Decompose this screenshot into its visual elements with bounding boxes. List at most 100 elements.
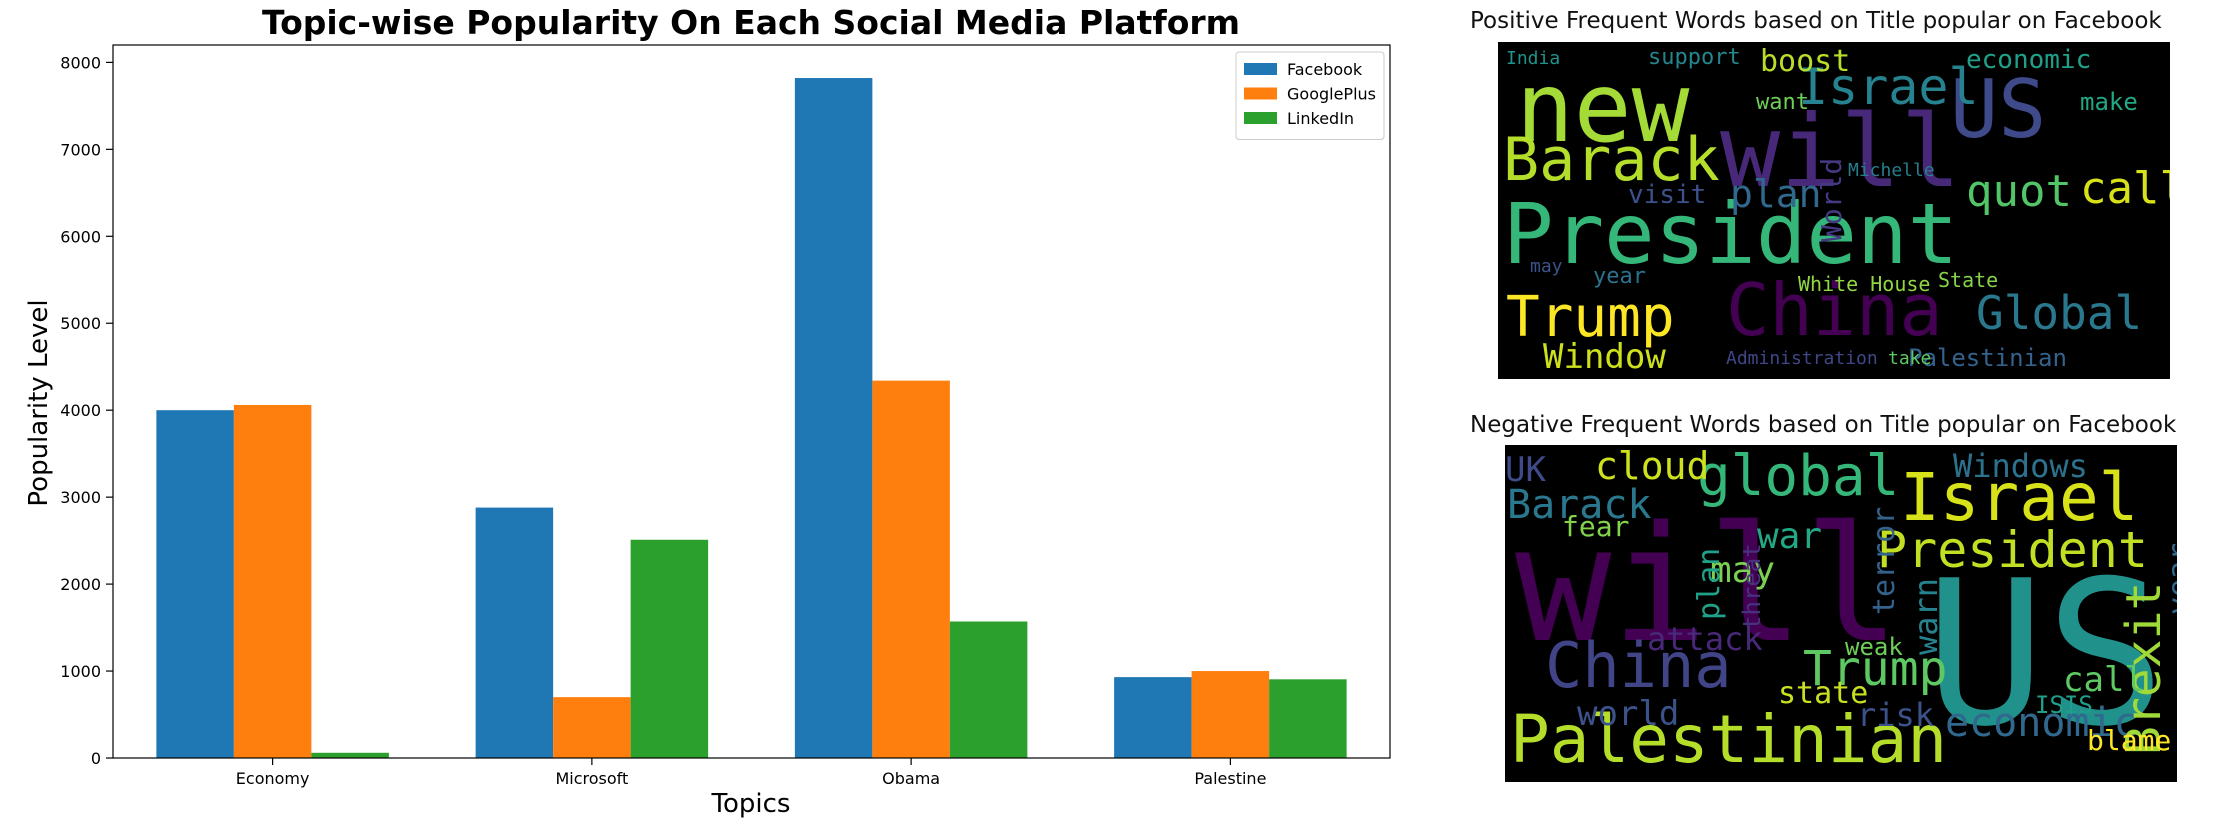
y-tick-label: 0 [91, 749, 101, 768]
x-tick-label: Obama [882, 769, 940, 788]
wordcloud-word: Israel [1798, 58, 1979, 116]
bar-googleplus-economy [233, 404, 312, 758]
y-tick-label: 6000 [60, 227, 101, 246]
bar-facebook-obama [794, 78, 873, 759]
legend-label-googleplus: GooglePlus [1287, 85, 1376, 104]
legend: Facebook GooglePlus LinkedIn [1235, 51, 1385, 140]
wordcloud-word: State [1938, 268, 1999, 292]
wordcloud-word: call [2080, 163, 2170, 214]
bar-facebook-palestine [1114, 677, 1192, 758]
wordcloud-word: Windows [1953, 447, 2088, 485]
wordcloud-word: warn [1907, 577, 1945, 655]
wordcloud-word: President [1877, 521, 2148, 579]
wordcloud-word: state [1778, 676, 1869, 711]
wordcloud-word: Administration [1726, 348, 1878, 369]
negative-wordcloud: will US Palestinian Israel President China Tru… [1505, 445, 2177, 782]
wordcloud-word: year [2162, 542, 2177, 615]
wordcloud-word: want [1756, 90, 1809, 115]
plot-frame [112, 44, 1391, 759]
wordcloud-word: Trump [1803, 641, 1948, 697]
bar-linkedin-obama [949, 621, 1028, 758]
legend-label-facebook: Facebook [1287, 60, 1363, 79]
wordcloud-word: risk [1857, 696, 1935, 734]
bar-linkedin-palestine [1269, 679, 1347, 758]
wordcloud-word: make [2080, 88, 2138, 116]
wordcloud-word: call [2063, 660, 2145, 700]
wordcloud-word: Israel [1900, 459, 2139, 536]
y-ticks: 0 1000 2000 3000 4000 5000 6000 7000 8000 [60, 53, 113, 768]
y-tick-label: 2000 [60, 575, 101, 594]
wordcloud-word: take [1888, 348, 1932, 369]
wordcloud-word: may [1710, 550, 1776, 591]
bars-group [156, 78, 1347, 759]
negative-wordcloud-title: Negative Frequent Words based on Title p… [1470, 412, 2177, 438]
x-tick-label: Microsoft [555, 769, 628, 788]
bar-linkedin-economy [311, 752, 389, 758]
y-axis-label: Popularity Level [24, 299, 54, 506]
wordcloud-word: World [1815, 157, 1848, 242]
x-tick-label: Palestine [1194, 769, 1266, 788]
wordcloud-word: year [1593, 264, 1646, 289]
legend-label-linkedin: LinkedIn [1287, 109, 1354, 128]
y-tick-label: 8000 [60, 53, 101, 72]
chart-title: Topic-wise Popularity On Each Social Med… [262, 3, 1240, 42]
bar-googleplus-palestine [1191, 671, 1270, 758]
wordcloud-word: cloud [1595, 445, 1710, 488]
y-tick-label: 5000 [60, 314, 101, 333]
wordcloud-word: plan [1692, 547, 1727, 620]
x-ticks: Economy Microsoft Obama Palestine [236, 758, 1266, 788]
wordcloud-word: UK [1505, 450, 1546, 490]
wordcloud-word: boost [1760, 44, 1851, 79]
x-axis-label: Topics [711, 789, 791, 819]
wordcloud-word: economic [1966, 45, 2092, 75]
wordcloud-word: Palestinian [1510, 701, 1948, 778]
wordcloud-word: Trump [1506, 285, 1675, 350]
bar-chart: Topic-wise Popularity On Each Social Med… [24, 3, 1391, 819]
wordcloud-word: new [1516, 52, 1690, 164]
x-tick-label: Economy [236, 769, 310, 788]
bar-facebook-microsoft [475, 507, 554, 758]
wordcloud-word: weak [1845, 633, 1903, 661]
wordcloud-word: Michelle [1848, 160, 1935, 181]
wordcloud-word: global [1697, 445, 1900, 509]
bar-googleplus-microsoft [553, 697, 631, 758]
legend-swatch-googleplus [1244, 87, 1277, 100]
wordcloud-word: Barack [1503, 125, 1720, 195]
legend-swatch-facebook [1244, 63, 1277, 75]
wordcloud-word: Barack [1507, 482, 1652, 528]
wordcloud-word: economic [1945, 700, 2138, 746]
wordcloud-word: Palestinian [1908, 344, 2067, 372]
wordcloud-word: blame [2087, 724, 2172, 757]
wordcloud-word: White House [1798, 272, 1931, 296]
y-tick-label: 4000 [60, 401, 101, 420]
wordcloud-word: Global [1976, 286, 2143, 340]
wordcloud-word: China [1545, 629, 1732, 702]
y-tick-label: 1000 [60, 662, 101, 681]
wordcloud-word: attack [1647, 620, 1763, 658]
wordcloud-word: may [1530, 256, 1563, 277]
y-tick-label: 7000 [60, 140, 101, 159]
wordcloud-word: will [1515, 491, 1901, 678]
wordcloud-word: US [1950, 63, 2047, 156]
legend-swatch-linkedin [1244, 112, 1277, 124]
wordcloud-word: support [1648, 45, 1741, 70]
wordcloud-word: plan [1730, 172, 1822, 216]
wordcloud-word: visit [1628, 180, 1707, 210]
wordcloud-word: war [1757, 516, 1823, 557]
positive-wordcloud: President new will US China Trump Barack Israel… [1498, 42, 2170, 379]
wordcloud-word: ISIS [2035, 691, 2093, 719]
wordcloud-word: US [1925, 538, 2166, 771]
wordcloud-word: terror [1867, 506, 1902, 615]
wordcloud-word: China [1726, 268, 1943, 352]
wordcloud-word: President [1503, 185, 1959, 283]
y-tick-label: 3000 [60, 488, 101, 507]
bar-facebook-economy [156, 410, 234, 758]
wordcloud-word: India [1506, 48, 1561, 69]
bar-linkedin-microsoft [630, 539, 709, 758]
wordcloud-word: world [1577, 694, 1680, 734]
wordcloud-word: threat [1738, 543, 1766, 630]
positive-wordcloud-title: Positive Frequent Words based on Title p… [1470, 8, 2162, 34]
bar-googleplus-obama [872, 380, 950, 758]
wordcloud-word: fear [1562, 510, 1630, 543]
wordcloud-word: will [1720, 93, 1961, 210]
